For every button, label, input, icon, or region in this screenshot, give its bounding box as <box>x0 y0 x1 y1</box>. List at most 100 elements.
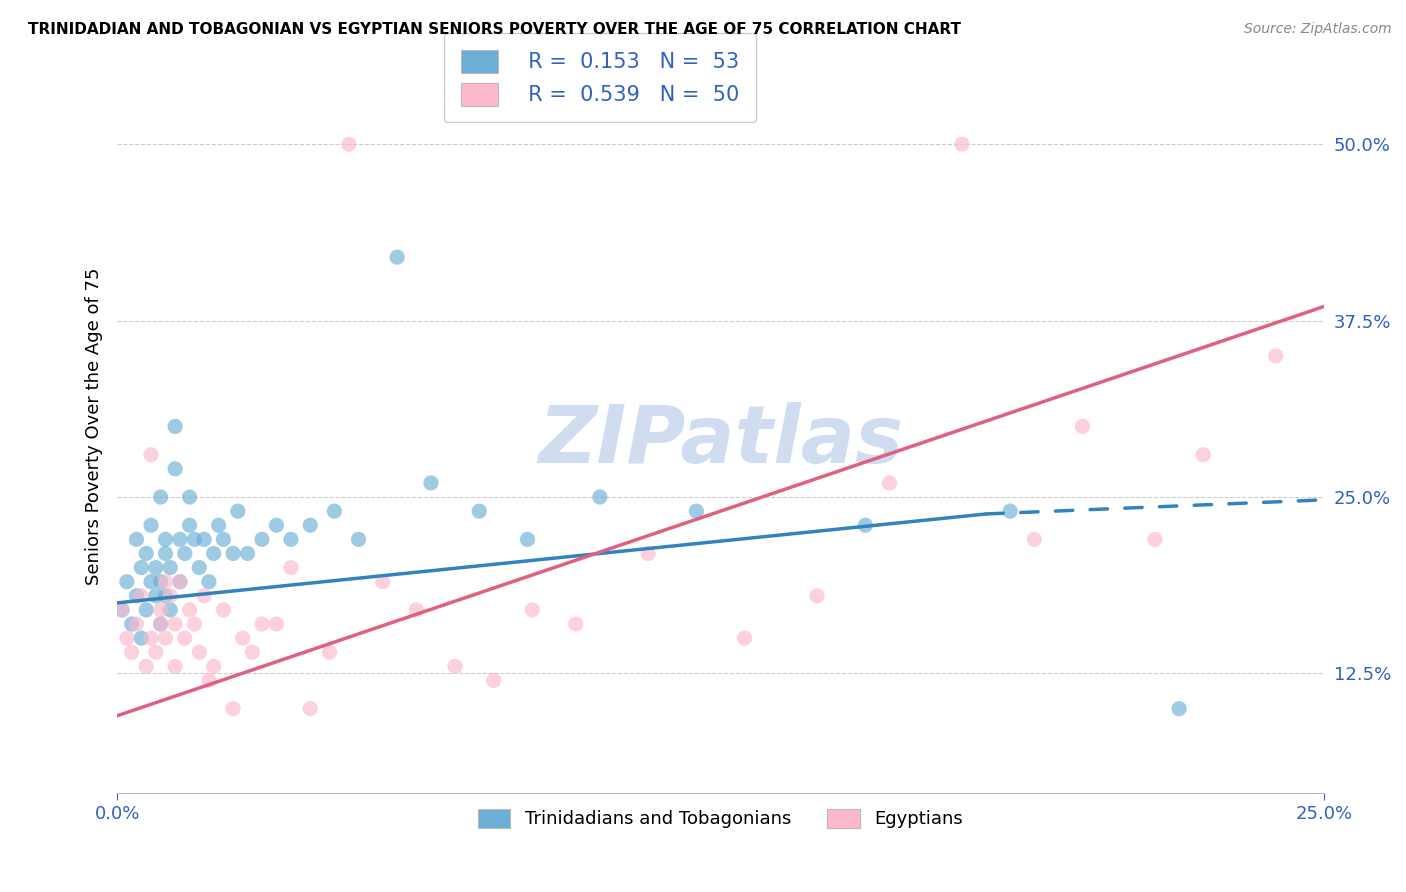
Point <box>165 659 187 673</box>
Point <box>165 419 187 434</box>
Point <box>149 574 172 589</box>
Point <box>444 659 467 673</box>
Text: ZIPatlas: ZIPatlas <box>538 402 903 480</box>
Legend: Trinidadians and Tobagonians, Egyptians: Trinidadians and Tobagonians, Egyptians <box>471 801 970 836</box>
Point <box>879 475 901 490</box>
Point <box>266 617 288 632</box>
Point <box>280 560 302 574</box>
Point <box>135 659 157 673</box>
Point <box>179 518 201 533</box>
Point <box>193 533 215 547</box>
Point <box>145 589 167 603</box>
Point <box>135 546 157 560</box>
Point <box>149 490 172 504</box>
Point <box>1143 533 1166 547</box>
Point <box>125 617 148 632</box>
Point <box>198 673 221 688</box>
Point <box>589 490 612 504</box>
Text: TRINIDADIAN AND TOBAGONIAN VS EGYPTIAN SENIORS POVERTY OVER THE AGE OF 75 CORREL: TRINIDADIAN AND TOBAGONIAN VS EGYPTIAN S… <box>28 22 962 37</box>
Point <box>145 645 167 659</box>
Text: Source: ZipAtlas.com: Source: ZipAtlas.com <box>1244 22 1392 37</box>
Point <box>1192 448 1215 462</box>
Point <box>131 589 153 603</box>
Point <box>202 546 225 560</box>
Point <box>998 504 1021 518</box>
Point <box>121 645 143 659</box>
Point <box>853 518 876 533</box>
Point <box>516 533 538 547</box>
Point <box>280 533 302 547</box>
Point <box>131 631 153 645</box>
Point <box>323 504 346 518</box>
Point <box>115 631 138 645</box>
Point <box>169 533 191 547</box>
Point <box>149 603 172 617</box>
Point <box>169 574 191 589</box>
Point <box>232 631 254 645</box>
Point <box>155 546 177 560</box>
Point <box>405 603 427 617</box>
Point <box>179 603 201 617</box>
Point <box>385 250 408 264</box>
Point <box>337 137 360 152</box>
Point <box>125 533 148 547</box>
Point <box>250 617 273 632</box>
Point <box>139 448 162 462</box>
Point <box>198 574 221 589</box>
Point <box>734 631 756 645</box>
Point <box>155 574 177 589</box>
Point <box>419 475 441 490</box>
Point <box>165 462 187 476</box>
Point <box>236 546 259 560</box>
Point <box>637 546 659 560</box>
Point <box>347 533 370 547</box>
Point <box>1264 349 1286 363</box>
Point <box>212 603 235 617</box>
Point <box>173 631 195 645</box>
Point <box>299 518 322 533</box>
Point <box>193 589 215 603</box>
Point <box>183 617 205 632</box>
Point <box>299 701 322 715</box>
Point <box>468 504 491 518</box>
Point <box>139 518 162 533</box>
Point <box>159 560 181 574</box>
Point <box>131 560 153 574</box>
Point <box>188 560 211 574</box>
Point <box>183 533 205 547</box>
Point <box>564 617 586 632</box>
Point <box>212 533 235 547</box>
Point <box>111 603 134 617</box>
Point <box>482 673 505 688</box>
Point <box>111 603 134 617</box>
Point <box>1168 701 1191 715</box>
Point <box>159 589 181 603</box>
Point <box>188 645 211 659</box>
Point <box>115 574 138 589</box>
Point <box>318 645 340 659</box>
Point <box>145 560 167 574</box>
Point <box>155 631 177 645</box>
Point <box>1071 419 1094 434</box>
Point <box>135 603 157 617</box>
Point <box>165 617 187 632</box>
Point <box>1024 533 1046 547</box>
Point <box>173 546 195 560</box>
Point <box>139 631 162 645</box>
Point <box>226 504 249 518</box>
Point <box>806 589 828 603</box>
Point <box>685 504 707 518</box>
Point <box>266 518 288 533</box>
Point <box>159 603 181 617</box>
Point <box>371 574 394 589</box>
Point <box>125 589 148 603</box>
Point <box>149 617 172 632</box>
Point <box>250 533 273 547</box>
Point <box>155 533 177 547</box>
Point <box>222 546 245 560</box>
Point <box>222 701 245 715</box>
Point <box>121 617 143 632</box>
Point <box>149 617 172 632</box>
Y-axis label: Seniors Poverty Over the Age of 75: Seniors Poverty Over the Age of 75 <box>86 268 103 585</box>
Point <box>207 518 229 533</box>
